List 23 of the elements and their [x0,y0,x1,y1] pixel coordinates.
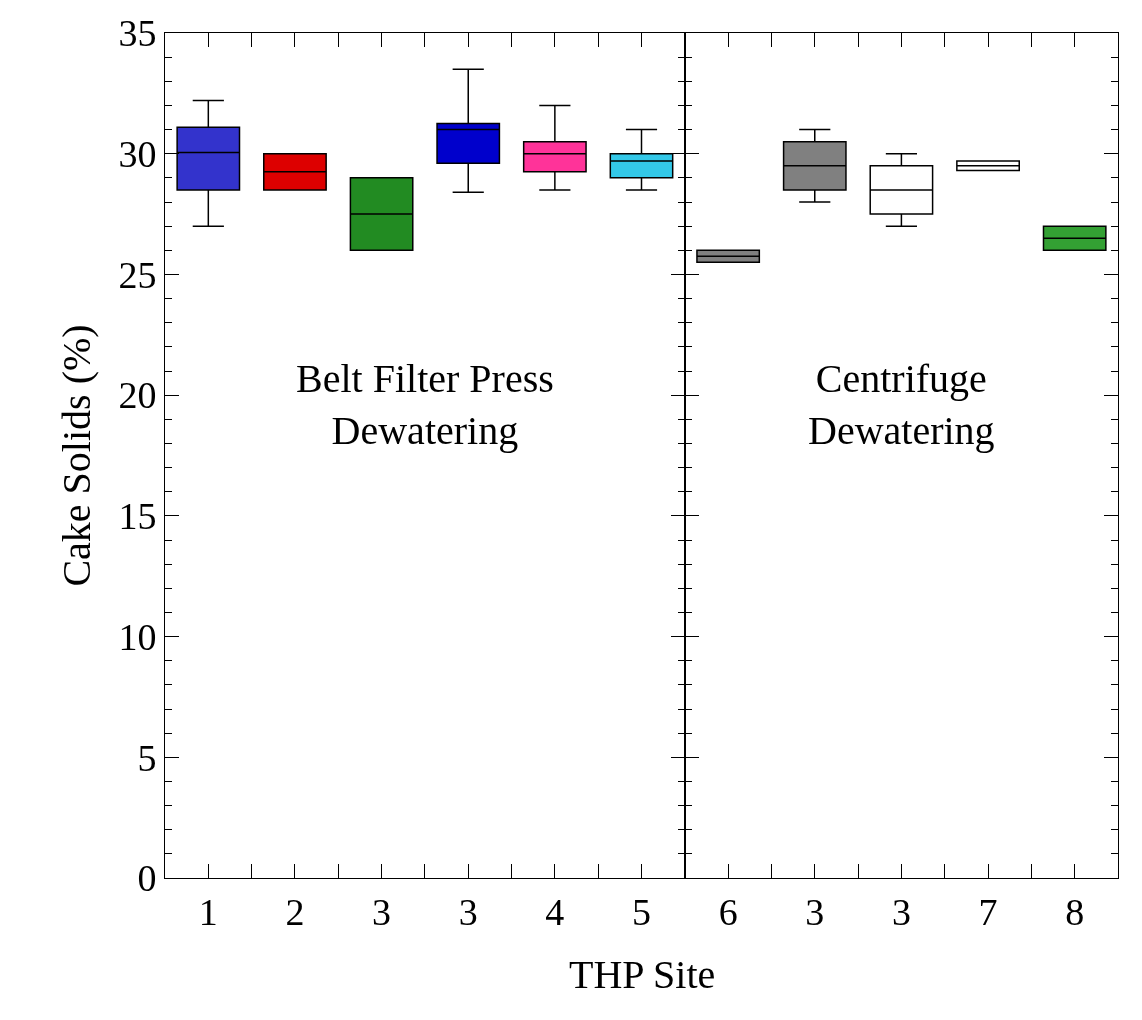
y-tick-label: 5 [137,736,157,779]
y-tick-label: 30 [118,133,157,176]
y-tick-label: 25 [118,253,157,296]
x-tick-label: 8 [1065,890,1085,933]
y-axis-title: Cake Solids (%) [53,324,99,587]
x-tick-label: 4 [545,890,565,933]
x-tick-label: 2 [285,890,305,933]
x-tick-label: 3 [891,890,911,933]
x-tick-label: 5 [632,890,651,933]
x-tick-label: 3 [372,890,392,933]
x-tick-label: 3 [805,890,825,933]
x-tick-label: 7 [978,890,998,933]
x-tick-label: 3 [458,890,478,933]
y-tick-label: 0 [137,857,157,900]
annotation: Centrifuge Dewatering [808,356,995,453]
x-tick-label: 6 [718,890,738,933]
y-tick-label: 15 [118,495,157,538]
x-axis-title: THP Site [569,952,716,997]
y-tick-label: 10 [118,615,157,658]
y-tick-label: 20 [118,374,157,417]
y-tick-label: 35 [118,12,157,55]
annotation: Belt Filter Press Dewatering [296,356,554,453]
x-tick-label: 1 [198,890,218,933]
